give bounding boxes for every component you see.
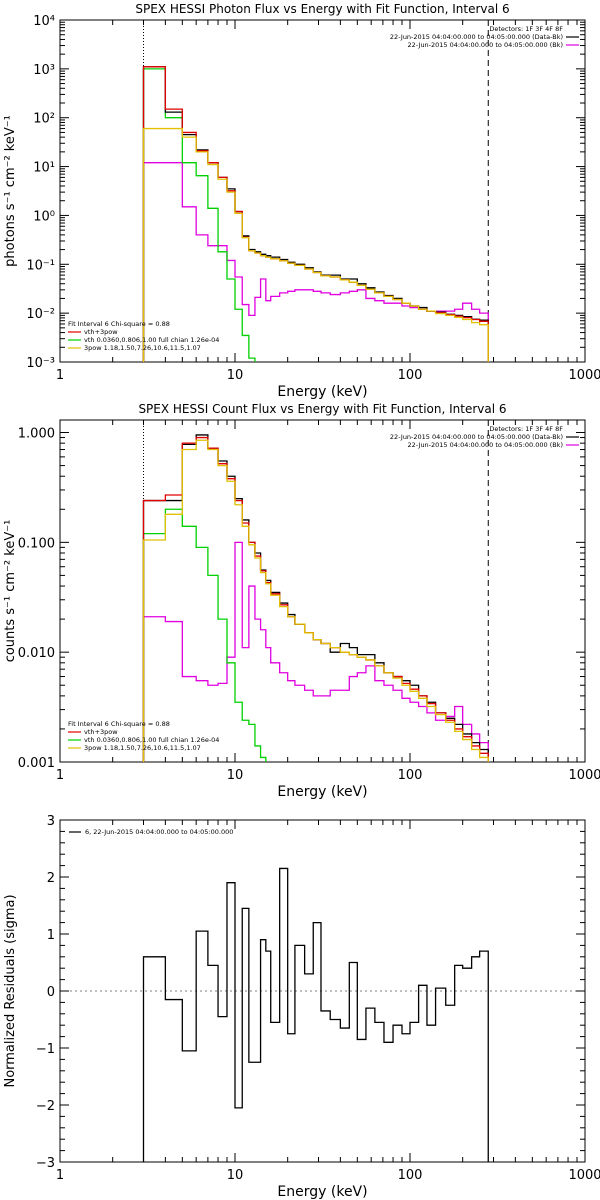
photon-series-data-bk	[142, 66, 489, 362]
resid-plot-area	[60, 867, 585, 1162]
resid-legend-left: 6, 22-Jun-2015 04:04:00.000 to 04:05:00.…	[69, 828, 233, 836]
count-legend-left-text: vth 0.0360,0.806,1.00 full chian 1.26e-0…	[84, 736, 219, 744]
count-x-tick-label: 1	[56, 768, 64, 783]
photon-legend-left-text: vth 0.0360,0.806,1.00 full chian 1.26e-0…	[84, 336, 219, 344]
photon-y-tick-label: 10¹	[33, 161, 55, 176]
count-x-ticks: 1 10 100 1000	[56, 420, 600, 783]
count-legend-left-text: Fit Interval 6 Chi-square = 0.88	[68, 720, 170, 728]
count-x-tick-label: 10	[227, 768, 244, 783]
photon-series-vth	[142, 68, 256, 362]
resid-x-tick-label: 1	[56, 1168, 64, 1183]
count-plot-area	[142, 420, 489, 762]
photon-y-label: photons s⁻¹ cm⁻² keV⁻¹	[3, 115, 18, 267]
resid-y-tick-label: −1	[36, 1042, 55, 1057]
resid-y-tick-label: 3	[47, 814, 55, 829]
count-series-vth	[142, 508, 267, 762]
resid-x-tick-label: 100	[398, 1168, 423, 1183]
photon-y-ticks: 10⁻³ 10⁻² 10⁻¹ 10⁰ 10¹ 10² 10³ 10⁴	[26, 14, 585, 371]
photon-legend-right-text: 22-Jun-2015 04:04:00.000 to 04:05:00.000…	[408, 41, 563, 49]
photon-frame	[59, 19, 586, 363]
photon-plot-area	[142, 20, 489, 362]
resid-y-ticks: −3 −2 −1 0 1 2 3	[36, 814, 585, 1171]
resid-y-tick-label: −2	[36, 1099, 55, 1114]
resid-y-tick-label: 0	[47, 985, 55, 1000]
count-panel: SPEX HESSI Count Flux vs Energy with Fit…	[3, 402, 600, 800]
resid-y-tick-label: 2	[47, 871, 55, 886]
photon-x-label: Energy (keV)	[277, 384, 367, 400]
photon-y-tick-label: 10⁴	[33, 14, 55, 29]
photon-y-tick-label: 10⁰	[33, 209, 55, 224]
count-legend-left-text: 3pow 1.18,1.50,7.26,10.6,11.5,1.07	[84, 744, 201, 752]
photon-x-ticks: 1 10 100 1000	[56, 20, 600, 383]
photon-x-tick-label: 1	[56, 368, 64, 383]
photon-series-vth-3pow	[142, 66, 489, 362]
photon-legend-left-text: vth+3pow	[84, 328, 118, 336]
count-y-ticks: 0.001 0.010 0.100 1.000	[18, 427, 585, 771]
count-y-tick-label: 0.100	[18, 536, 55, 551]
count-legend-left: Fit Interval 6 Chi-square = 0.88vth+3pow…	[68, 720, 219, 752]
photon-legend-left-text: 3pow 1.18,1.50,7.26,10.6,11.5,1.07	[84, 344, 201, 352]
photon-y-tick-label: 10²	[33, 112, 55, 127]
photon-panel: SPEX HESSI Photon Flux vs Energy with Fi…	[3, 2, 600, 400]
resid-x-label: Energy (keV)	[277, 1184, 367, 1200]
count-frame	[59, 419, 586, 763]
count-y-tick-label: 0.001	[18, 756, 55, 771]
count-y-tick-label: 1.000	[18, 427, 55, 442]
photon-x-tick-label: 100	[398, 368, 423, 383]
resid-panel: 1 10 100 1000 Energy (keV) −3 −2 −1 0 1 2 3 Normaliz…	[3, 814, 600, 1200]
resid-legend-text: 6, 22-Jun-2015 04:04:00.000 to 04:05:00.…	[85, 828, 233, 836]
count-series-3pow	[142, 439, 489, 762]
resid-y-label: Normalized Residuals (sigma)	[3, 894, 18, 1087]
photon-series-3pow	[142, 127, 489, 362]
resid-x-tick-label: 1000	[568, 1168, 600, 1183]
resid-y-tick-label: −3	[36, 1156, 55, 1171]
photon-x-tick-label: 1000	[568, 368, 600, 383]
photon-x-tick-label: 10	[227, 368, 244, 383]
photon-title: SPEX HESSI Photon Flux vs Energy with Fi…	[135, 2, 509, 16]
count-legend-right-text: 22-Jun-2015 04:04:00.000 to 04:05:00.000…	[390, 433, 563, 441]
photon-y-tick-label: 10⁻³	[26, 356, 55, 371]
photon-y-tick-label: 10⁻¹	[26, 258, 55, 273]
count-series-bk	[142, 541, 489, 762]
count-x-tick-label: 1000	[568, 768, 600, 783]
photon-legend-right-text: 22-Jun-2015 04:04:00.000 to 04:05:00.000…	[390, 33, 563, 41]
photon-legend-left: Fit Interval 6 Chi-square = 0.88vth+3pow…	[68, 320, 219, 352]
count-y-label: counts s⁻¹ cm⁻² keV⁻¹	[3, 520, 18, 663]
count-y-tick-label: 0.010	[18, 646, 55, 661]
count-legend-right-text: 22-Jun-2015 04:04:00.000 to 04:05:00.000…	[408, 441, 563, 449]
count-title: SPEX HESSI Count Flux vs Energy with Fit…	[138, 402, 506, 416]
count-x-label: Energy (keV)	[277, 784, 367, 800]
count-legend-left-text: vth+3pow	[84, 728, 118, 736]
photon-legend-right-text: Detectors: 1F 3F 4F 8F	[489, 25, 563, 33]
photon-y-tick-label: 10³	[33, 63, 55, 78]
resid-y-tick-label: 1	[47, 928, 55, 943]
resid-x-ticks: 1 10 100 1000	[56, 820, 600, 1183]
count-legend-right-text: Detectors: 1F 3F 4F 8F	[489, 425, 563, 433]
resid-x-tick-label: 10	[227, 1168, 244, 1183]
count-x-tick-label: 100	[398, 768, 423, 783]
photon-y-tick-label: 10⁻²	[26, 307, 55, 322]
resid-series-residuals	[142, 867, 489, 1162]
photon-legend-left-text: Fit Interval 6 Chi-square = 0.88	[68, 320, 170, 328]
